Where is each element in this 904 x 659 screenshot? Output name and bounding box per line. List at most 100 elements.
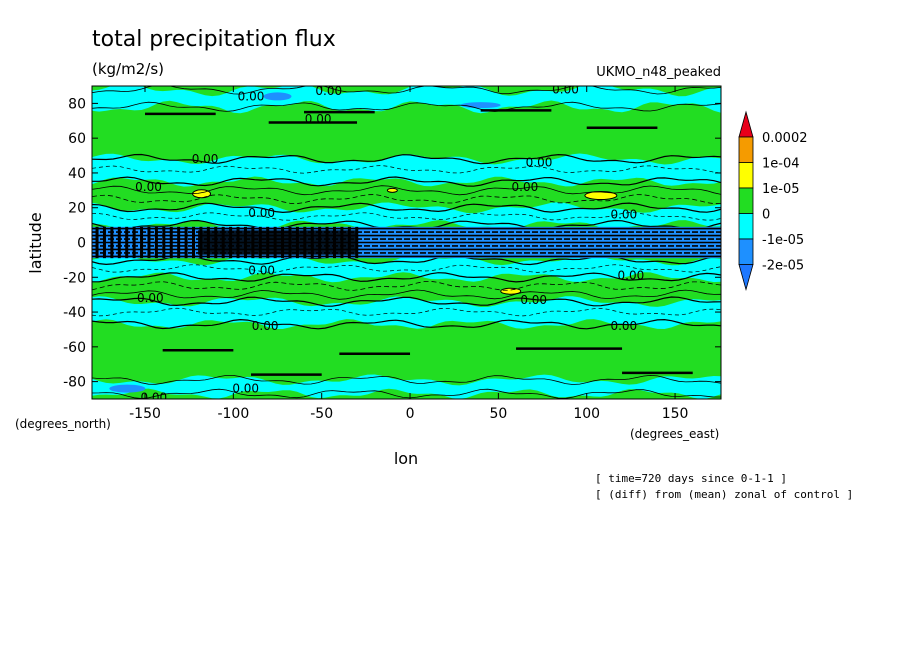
colorbar-segment-3 — [738, 213, 754, 240]
yellow-blob-3 — [386, 187, 398, 193]
colorbar-segment-0 — [738, 136, 754, 163]
contour-label-2: 0.00 — [305, 112, 332, 126]
contour-label-17: 0.00 — [140, 390, 167, 404]
chart-title: total precipitation flux — [92, 27, 336, 52]
y-axis: 80 60 40 20 0 -20 -40 -60 -80 — [63, 96, 721, 391]
equatorial-bar — [154, 226, 158, 259]
colorbar-label-2: 1e-05 — [762, 182, 800, 197]
plot-area: 0.00 0.00 0.00 0.00 0.00 0.00 0.00 0.00 0.00 0.00… — [92, 82, 721, 404]
blue-cell-1 — [109, 384, 146, 393]
equatorial-bar — [140, 226, 144, 259]
y-tick-label-8: -80 — [63, 375, 86, 391]
y-tick-label-6: -40 — [63, 305, 86, 321]
colorbar-label-5: -2e-05 — [762, 259, 804, 274]
y-axis-label: latitude — [26, 212, 45, 273]
negative-band-3 — [92, 254, 721, 283]
contour-line-7 — [92, 219, 721, 231]
y-tick-label-7: -60 — [63, 340, 86, 356]
y-axis-units: (degrees_north) — [15, 417, 111, 431]
time-annotation: [ time=720 days since 0-1-1 ] — [595, 472, 787, 485]
equatorial-core — [198, 230, 358, 255]
yellow-blob-2 — [500, 287, 522, 295]
contour-label-6: 0.00 — [135, 180, 162, 194]
contour-label-13: 0.00 — [520, 293, 547, 307]
dashed-contour-3 — [92, 307, 721, 317]
colorbar-label-3: 0 — [762, 208, 770, 223]
x-axis-units: (degrees_east) — [630, 427, 719, 441]
contour-line-4 — [92, 185, 721, 196]
colorbar-label-0: 0.0002 — [762, 131, 808, 146]
negative-band-5 — [92, 374, 721, 399]
colorbar-segment-4 — [738, 238, 754, 265]
equatorial-bar — [192, 226, 196, 259]
y-tick-label-1: 60 — [68, 131, 86, 147]
y-tick-label-4: 0 — [77, 236, 86, 252]
colorbar-segment-1 — [738, 162, 754, 189]
contour-label-7: 0.00 — [512, 180, 539, 194]
contour-line-1 — [92, 101, 721, 112]
contour-label-8: 0.00 — [248, 206, 275, 220]
contour-label-16: 0.00 — [232, 382, 259, 396]
contour-label-9: 0.00 — [610, 208, 637, 222]
x-axis: -150 -100 -50 0 50 100 150 — [129, 86, 688, 422]
contour-line-0 — [92, 86, 721, 95]
colorbar-top-triangle — [738, 110, 754, 138]
dashed-contour-1 — [92, 212, 721, 221]
colorbar-bottom-triangle — [738, 264, 754, 291]
contour-line-12 — [92, 296, 721, 307]
x-tick-label-1: -100 — [217, 406, 249, 422]
contour-label-11: 0.00 — [618, 269, 645, 283]
yellow-blob-1 — [584, 191, 618, 201]
y-tick-label-5: -20 — [63, 270, 86, 286]
model-label: UKMO_n48_peaked — [596, 65, 721, 80]
equatorial-bar — [117, 226, 121, 259]
equatorial-bar — [125, 226, 129, 259]
contour-blobs — [192, 187, 618, 295]
equatorial-bar — [184, 226, 188, 259]
colorbar-segment-2 — [738, 187, 754, 214]
x-tick-label-3: 0 — [406, 406, 415, 422]
contour-line-11 — [92, 289, 721, 300]
contour-line-15 — [92, 388, 721, 399]
contour-line-10 — [92, 280, 721, 291]
contour-line-2 — [92, 153, 721, 165]
chart-units: (kg/m2/s) — [92, 60, 164, 78]
x-tick-label-4: 50 — [489, 406, 507, 422]
x-tick-label-5: 100 — [573, 406, 600, 422]
x-tick-label-2: -50 — [310, 406, 333, 422]
colorbar: 0.0002 1e-04 1e-05 0 -1e-05 -2e-05 — [738, 110, 808, 291]
equatorial-bar — [177, 226, 181, 259]
negative-band-2 — [92, 202, 721, 231]
contour-label-10: 0.00 — [248, 263, 275, 277]
x-tick-label-0: -150 — [129, 406, 161, 422]
diff-annotation: [ (diff) from (mean) zonal of control ] — [595, 488, 853, 501]
contour-label-14: 0.00 — [252, 319, 279, 333]
equatorial-bar — [110, 226, 114, 259]
contour-line-6 — [92, 202, 721, 214]
equatorial-bar — [132, 226, 136, 259]
contour-line-9 — [92, 272, 721, 283]
x-axis-label: lon — [394, 449, 418, 468]
contour-label-4: 0.00 — [192, 152, 219, 166]
x-tick-label-6: 150 — [662, 406, 689, 422]
equatorial-bar — [147, 226, 151, 259]
contour-label-5: 0.00 — [526, 156, 553, 170]
y-tick-label-3: 20 — [68, 201, 86, 217]
contour-label-15: 0.00 — [610, 319, 637, 333]
contour-labels: 0.00 0.00 0.00 0.00 0.00 0.00 0.00 0.00 0.00 0.00… — [135, 82, 645, 404]
y-tick-label-0: 80 — [68, 96, 86, 112]
contour-line-5 — [92, 194, 721, 205]
colorbar-label-4: -1e-05 — [762, 233, 804, 248]
contour-line-14 — [92, 374, 721, 385]
contour-line-13 — [92, 318, 721, 330]
contour-label-3: 0.00 — [552, 82, 579, 96]
contour-label-12: 0.00 — [137, 291, 164, 305]
blue-cell-2 — [460, 102, 501, 109]
equatorial-bar — [169, 226, 173, 259]
equatorial-bar — [162, 226, 166, 259]
equatorial-bar — [102, 226, 106, 259]
dashed-contour-0 — [92, 165, 721, 174]
dashed-contour-2 — [92, 264, 721, 273]
contour-label-0: 0.00 — [238, 89, 265, 103]
